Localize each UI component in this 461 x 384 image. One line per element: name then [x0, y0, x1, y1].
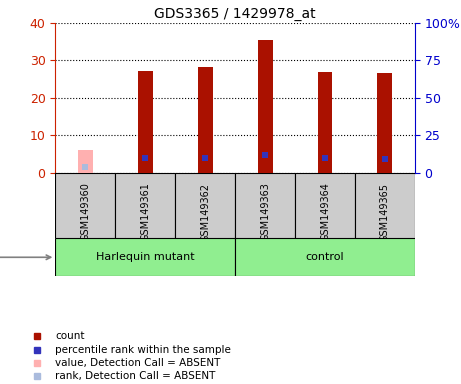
Bar	[355, 173, 415, 238]
Bar	[138, 71, 153, 173]
Text: GSM149362: GSM149362	[200, 183, 210, 242]
Bar	[318, 73, 332, 173]
Text: GSM149365: GSM149365	[380, 183, 390, 242]
Text: GSM149363: GSM149363	[260, 183, 270, 242]
Bar	[198, 67, 213, 173]
Text: value, Detection Call = ABSENT: value, Detection Call = ABSENT	[55, 358, 221, 368]
Text: GSM149364: GSM149364	[320, 183, 330, 242]
Text: percentile rank within the sample: percentile rank within the sample	[55, 344, 231, 354]
Bar	[55, 238, 235, 276]
Bar	[55, 173, 115, 238]
Text: rank, Detection Call = ABSENT: rank, Detection Call = ABSENT	[55, 371, 216, 381]
Title: GDS3365 / 1429978_at: GDS3365 / 1429978_at	[154, 7, 316, 21]
Text: GSM149361: GSM149361	[140, 183, 150, 242]
Bar	[175, 173, 235, 238]
Bar	[235, 238, 415, 276]
Text: Harlequin mutant: Harlequin mutant	[96, 252, 195, 262]
Bar	[295, 173, 355, 238]
Text: control: control	[306, 252, 344, 262]
Text: genotype/variation: genotype/variation	[0, 252, 51, 262]
Text: count: count	[55, 331, 85, 341]
Text: GSM149360: GSM149360	[80, 183, 90, 242]
Bar	[258, 40, 272, 173]
Bar	[378, 73, 392, 173]
Bar	[235, 173, 295, 238]
Bar	[115, 173, 175, 238]
Bar	[78, 150, 93, 173]
